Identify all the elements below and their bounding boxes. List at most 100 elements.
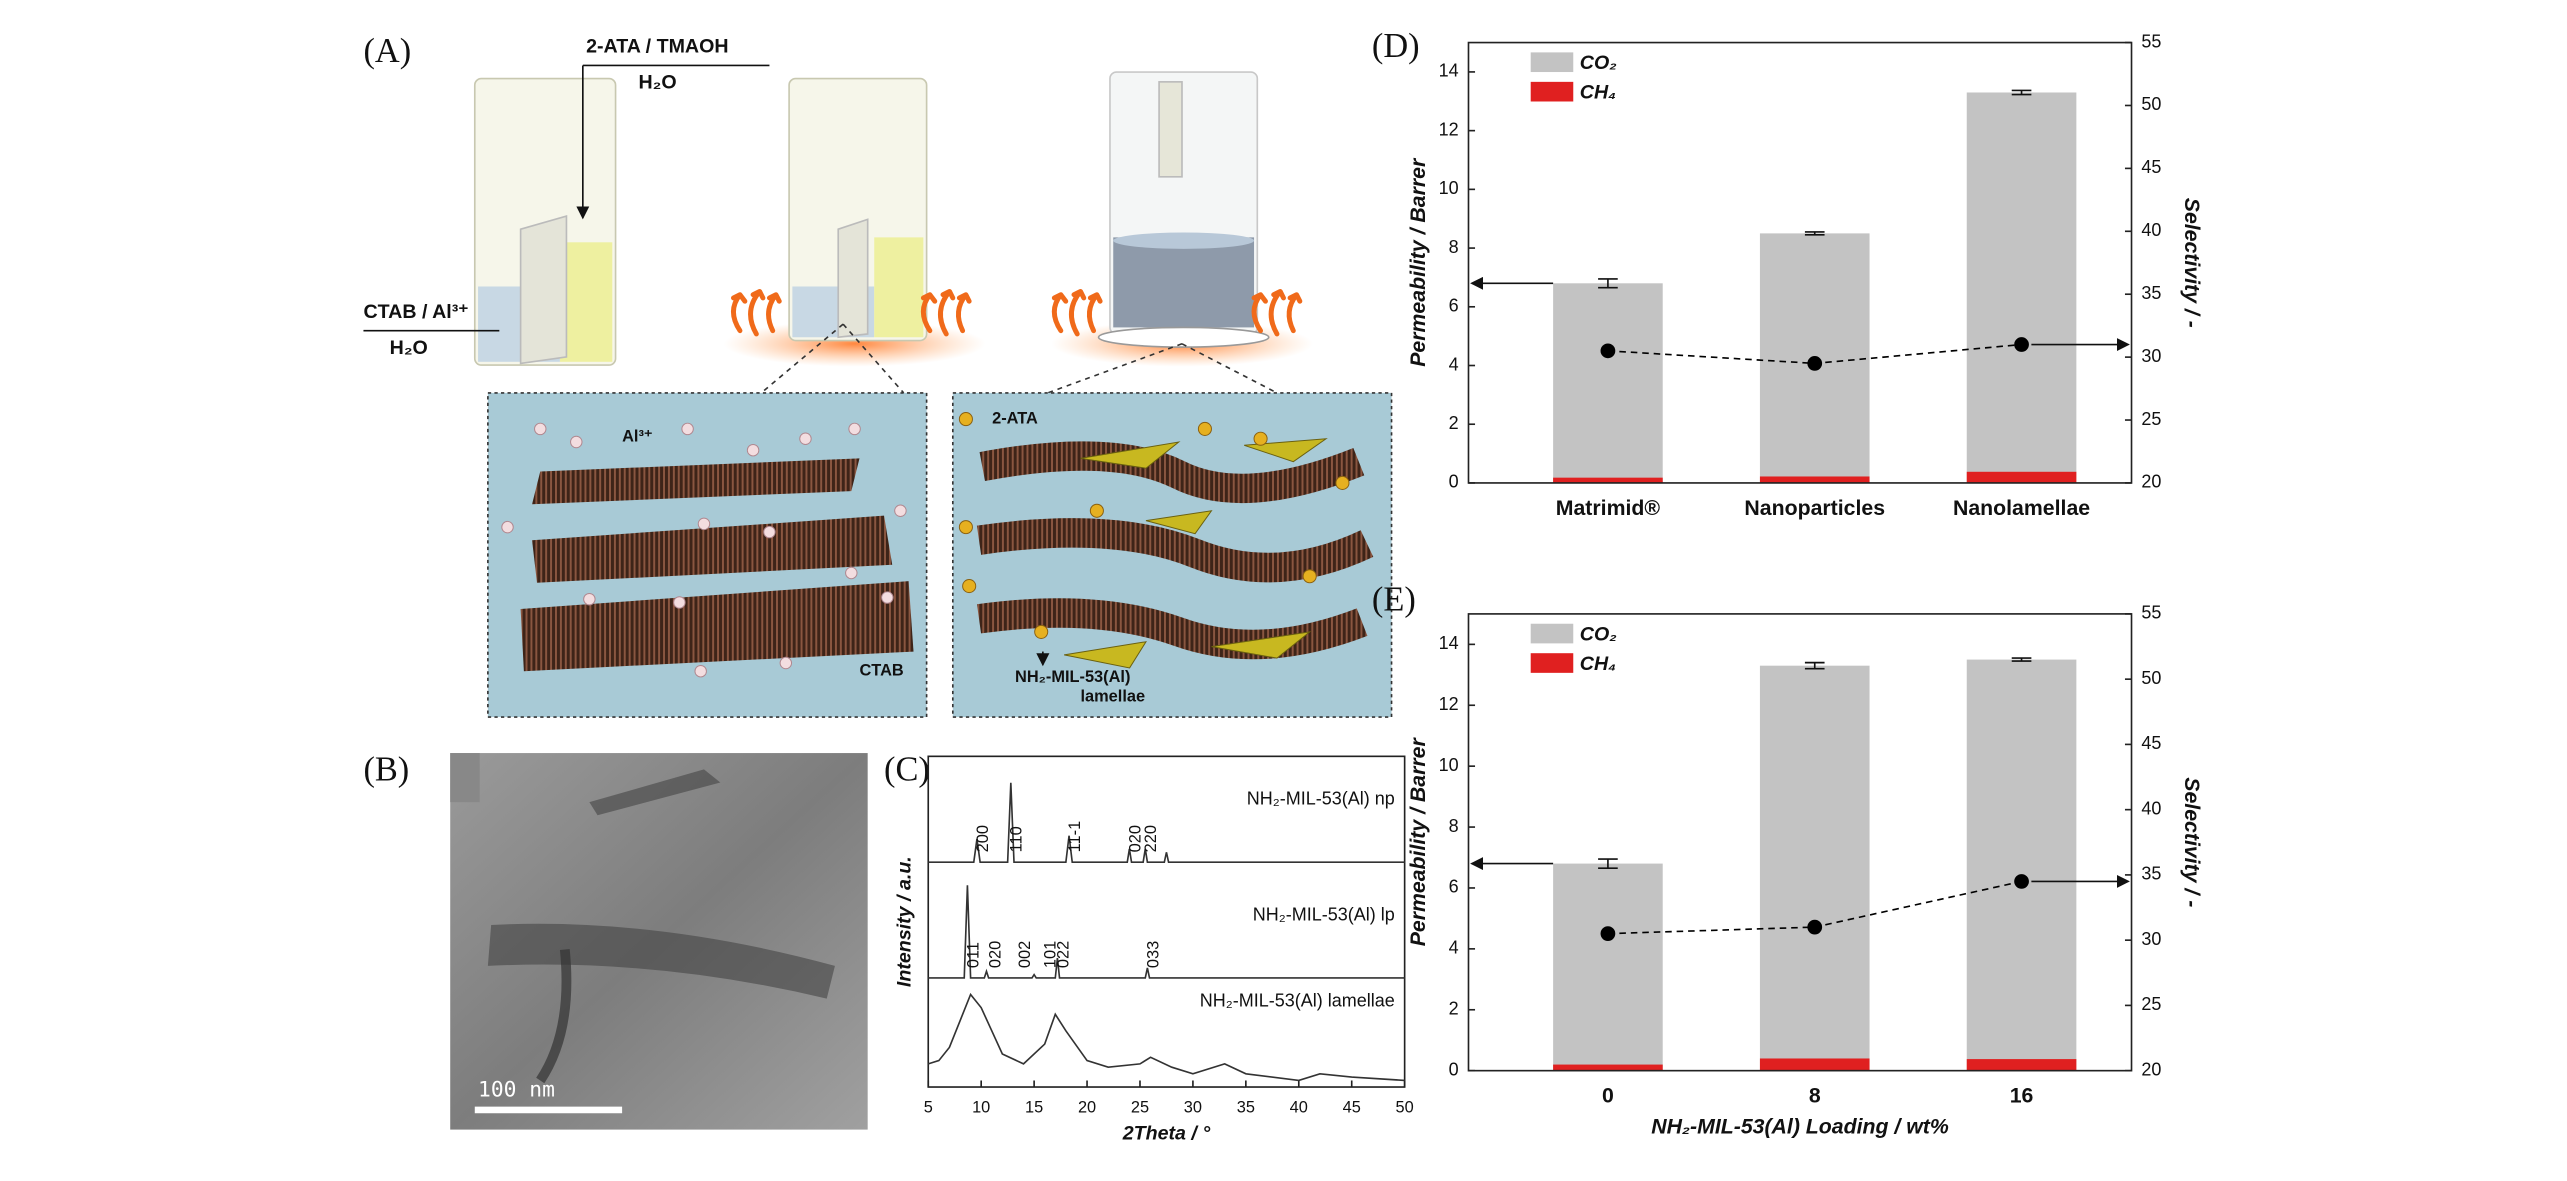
tem-flakes	[487, 769, 835, 999]
legend-swatch	[1530, 623, 1574, 644]
error-bar	[2011, 89, 2032, 96]
scale-label: 100 nm	[478, 1077, 555, 1102]
y-tick-label: 0	[1449, 1059, 1459, 1079]
y2-tick-label: 50	[2141, 94, 2161, 114]
y2-tick-label: 30	[2141, 346, 2161, 366]
series-name: NH₂-MIL-53(Al) np	[1247, 789, 1395, 809]
y2-tick-label: 35	[2141, 283, 2161, 303]
bar	[1759, 476, 1870, 483]
heat-arrows	[1054, 291, 1100, 334]
linker-molecules	[958, 412, 1350, 639]
legend-label: CO₂	[1580, 52, 1617, 74]
y-tick-label: 8	[1449, 237, 1459, 257]
y-tick-label: 6	[1449, 296, 1459, 316]
selectivity-point	[1600, 926, 1616, 942]
x-tick-label: 5	[924, 1099, 933, 1117]
product-label: NH₂-MIL-53(Al)	[1015, 668, 1130, 686]
liquid	[874, 237, 924, 338]
x-tick-label: 20	[1078, 1099, 1096, 1117]
x-tick-label: 35	[1237, 1099, 1255, 1117]
series-name: NH₂-MIL-53(Al) lp	[1253, 904, 1395, 924]
y-axis-label: Permeability / Barrer	[1406, 737, 1430, 947]
y2-tick-label: 20	[2141, 1059, 2161, 1079]
series-name: NH₂-MIL-53(Al) lamellae	[1200, 990, 1395, 1010]
x-tick-label: 50	[1396, 1099, 1414, 1117]
x-tick-label: 0	[1602, 1083, 1614, 1107]
panel-a: (A) 2-ATA / TMAOH H₂O CTAB / Al³⁺ H₂O	[363, 32, 1393, 718]
substrate	[837, 218, 869, 339]
x-tick-label: Nanolamellae	[1953, 496, 2090, 520]
peak-label: 002	[1016, 941, 1034, 968]
y-tick-label: 8	[1449, 816, 1459, 836]
heat-arrows	[733, 291, 779, 334]
liquid	[1113, 237, 1255, 328]
y2-tick-label: 25	[2141, 409, 2161, 429]
x-tick-label: 10	[972, 1099, 990, 1117]
solvent: H₂O	[390, 337, 428, 359]
heat-arrows	[1254, 291, 1300, 334]
selectivity-point	[2014, 337, 2029, 352]
tem-fold	[536, 949, 572, 1084]
plot-frame	[1467, 613, 2133, 1072]
y-tick-label: 14	[1439, 61, 1459, 81]
selectivity-point	[2014, 874, 2029, 889]
error-bar	[1598, 858, 1618, 869]
bar	[1553, 863, 1663, 1071]
panel-label: (E)	[1372, 580, 1416, 618]
peak-label: 011	[964, 942, 982, 968]
bar	[1966, 471, 2077, 483]
y2-axis-label: Selectivity / -	[2180, 777, 2204, 907]
legend-swatch	[1530, 653, 1574, 673]
peak-label: 11-1	[1066, 821, 1084, 853]
xrd-pattern	[928, 782, 1405, 863]
peak-label: 101	[1042, 941, 1060, 968]
x-tick-label: 15	[1025, 1099, 1043, 1117]
peak-label: 200	[974, 825, 992, 852]
peak-label: 022	[1054, 941, 1072, 968]
bar	[1966, 1059, 2077, 1071]
lamella	[532, 515, 893, 583]
y2-tick-label: 45	[2141, 157, 2161, 177]
substrate	[1158, 81, 1183, 178]
selectivity-point	[1807, 919, 1823, 935]
liquid	[559, 242, 613, 362]
panel-e: (E) 0 2 4 6 8 10 12 14 20 25 30 35 40 45 50 55 Permeabili…	[1372, 580, 2204, 1138]
y2-tick-label: 40	[2141, 220, 2161, 240]
y-axis-label: Permeability / Barrer	[1406, 157, 1430, 367]
y2-tick-label: 20	[2141, 472, 2161, 492]
peak-label: 220	[1142, 825, 1160, 852]
panel-b: (B) 100 nm	[363, 751, 868, 1130]
peak-label: 020	[987, 941, 1005, 968]
legend-swatch	[1530, 52, 1574, 73]
y2-tick-label: 25	[2141, 994, 2161, 1014]
xrd-pattern	[928, 992, 1405, 1082]
hotplate	[1097, 326, 1270, 348]
error-bar	[1804, 231, 1825, 236]
y2-tick-label: 50	[2141, 668, 2161, 688]
y2-tick-label: 55	[2141, 31, 2161, 51]
substrate	[519, 215, 568, 365]
y-tick-label: 0	[1449, 472, 1459, 492]
y-tick-label: 4	[1449, 354, 1459, 374]
peak-label: 110	[1008, 826, 1026, 852]
product-form: lamellae	[1081, 688, 1146, 706]
x-tick-label: Matrimid®	[1556, 496, 1661, 520]
bar	[1553, 1064, 1663, 1071]
tem-corner	[450, 753, 480, 803]
y2-tick-label: 55	[2141, 603, 2161, 623]
linker-label: 2-ATA	[992, 409, 1038, 427]
x-tick-label: 30	[1184, 1099, 1202, 1117]
error-bar	[1598, 278, 1618, 289]
error-bar	[1804, 661, 1825, 670]
legend-label: CH₄	[1580, 82, 1616, 104]
plot-frame	[927, 755, 1406, 1088]
y-tick-label: 10	[1439, 755, 1459, 775]
y-tick-label: 14	[1439, 633, 1459, 653]
y-tick-label: 2	[1449, 999, 1459, 1019]
error-bar	[2011, 657, 2032, 662]
lamella	[520, 581, 914, 672]
ions	[501, 422, 907, 678]
xrd-pattern	[928, 885, 1405, 979]
y2-axis-label: Selectivity / -	[2180, 198, 2204, 328]
